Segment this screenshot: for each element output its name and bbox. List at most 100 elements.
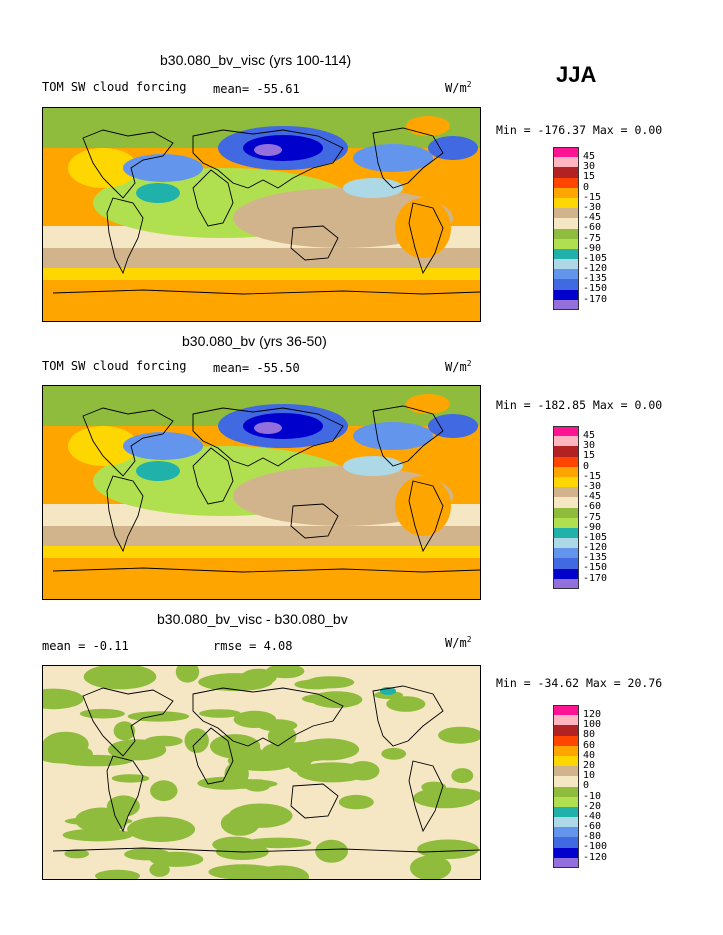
colorbar-swatch (553, 776, 579, 787)
panel-2-map (42, 385, 481, 600)
panel-2-colorbar (553, 426, 579, 589)
colorbar-tick-label: 80 (583, 729, 596, 741)
colorbar-swatch (553, 197, 579, 209)
colorbar-tick-label: 10 (583, 770, 596, 782)
colorbar-tick-label: -135 (583, 552, 608, 564)
colorbar-tick-label: 20 (583, 759, 596, 771)
panel-2-mean-label: mean= -55.50 (213, 361, 300, 375)
colorbar-swatch (553, 755, 579, 767)
colorbar-tick-label: 0 (583, 181, 590, 193)
panel-3-colorbar-labels: 120 100 80 60 40 20 10 0 -10 -20 -40 -60 -80 -100 -120 (583, 709, 608, 863)
colorbar-swatch (553, 476, 579, 488)
colorbar-tick-label: 15 (583, 171, 596, 183)
colorbar-tick-label: -60 (583, 821, 602, 833)
colorbar-tick-label: -170 (583, 572, 608, 584)
colorbar-swatch (553, 725, 579, 736)
panel-1-title: b30.080_bv_visc (yrs 100-114) (160, 52, 352, 68)
colorbar-tick-label: -60 (583, 222, 602, 234)
colorbar-tick-label: -100 (583, 841, 608, 853)
colorbar-tick-label: 15 (583, 450, 596, 462)
panel-2-title: b30.080_bv (yrs 36-50) (182, 333, 327, 349)
colorbar-swatch (553, 548, 579, 559)
colorbar-swatch (553, 715, 579, 726)
panel-2-colorbar-labels: 45 30 15 0 -15 -30 -45 -60 -75 -90 -105 -120 -135 -15… (583, 430, 608, 584)
panel-1-colorbar-labels: 45 30 15 0 -15 -30 -45 -60 -75 -90 -105 -120 -135 -15… (583, 151, 608, 305)
colorbar-swatch (553, 578, 579, 589)
panel-2-units: W/m2 (445, 359, 472, 374)
panel-2-minmax: Min = -182.85 Max = 0.00 (496, 398, 663, 412)
colorbar-swatch (553, 487, 579, 498)
colorbar-tick-label: 45 (583, 430, 596, 441)
colorbar-tick-label: 45 (583, 151, 596, 162)
colorbar-swatch (553, 817, 579, 828)
colorbar-tick-label: 40 (583, 749, 596, 761)
colorbar-swatch (553, 208, 579, 219)
colorbar-swatch (553, 147, 579, 158)
panel-3-mean-label: mean = -0.11 (42, 639, 129, 653)
colorbar-tick-label: -15 (583, 191, 602, 203)
colorbar-swatch (553, 157, 579, 168)
colorbar-tick-label: 100 (583, 719, 602, 731)
colorbar-swatch (553, 436, 579, 447)
colorbar-swatch (553, 269, 579, 280)
colorbar-tick-label: 0 (583, 780, 590, 792)
colorbar-swatch (553, 847, 579, 858)
season-label: JJA (556, 62, 597, 87)
colorbar-tick-label: -120 (583, 851, 608, 863)
colorbar-swatch (553, 248, 579, 260)
colorbar-tick-label: 30 (583, 161, 596, 173)
colorbar-tick-label: -45 (583, 212, 602, 224)
colorbar-swatch (553, 507, 579, 518)
colorbar-swatch (553, 568, 579, 579)
colorbar-tick-label: -170 (583, 293, 608, 305)
panel-3-units: W/m2 (445, 635, 472, 650)
colorbar-swatch (553, 786, 579, 797)
colorbar-tick-label: -75 (583, 232, 602, 244)
colorbar-tick-label: -120 (583, 263, 608, 275)
colorbar-tick-label: -120 (583, 542, 608, 554)
colorbar-tick-label: -90 (583, 242, 602, 254)
colorbar-swatch (553, 177, 579, 188)
colorbar-tick-label: 0 (583, 460, 590, 472)
colorbar-tick-label: -75 (583, 511, 602, 523)
colorbar-swatch (553, 745, 579, 756)
colorbar-tick-label: -30 (583, 201, 602, 213)
colorbar-swatch (553, 238, 579, 249)
colorbar-swatch (553, 766, 579, 777)
colorbar-tick-label: -15 (583, 470, 602, 482)
colorbar-swatch (553, 827, 579, 838)
colorbar-tick-label: -135 (583, 273, 608, 285)
panel-1-colorbar (553, 147, 579, 310)
colorbar-swatch (553, 466, 579, 477)
colorbar-tick-label: -105 (583, 531, 608, 543)
colorbar-swatch (553, 446, 579, 457)
colorbar-swatch (553, 187, 579, 198)
colorbar-tick-label: -30 (583, 480, 602, 492)
panel-3-title: b30.080_bv_visc - b30.080_bv (157, 611, 348, 627)
colorbar-swatch (553, 837, 579, 848)
colorbar-tick-label: 60 (583, 739, 596, 751)
panel-1-minmax: Min = -176.37 Max = 0.00 (496, 123, 663, 137)
colorbar-swatch (553, 517, 579, 528)
colorbar-tick-label: -150 (583, 562, 608, 574)
panel-1-field-label: TOM SW cloud forcing (42, 80, 187, 94)
colorbar-swatch (553, 558, 579, 569)
panel-1-map (42, 107, 481, 322)
colorbar-swatch (553, 228, 579, 239)
colorbar-swatch (553, 279, 579, 290)
colorbar-swatch (553, 426, 579, 437)
colorbar-swatch (553, 796, 579, 807)
colorbar-tick-label: -90 (583, 521, 602, 533)
colorbar-swatch (553, 497, 579, 508)
colorbar-swatch (553, 259, 579, 270)
colorbar-tick-label: -80 (583, 831, 602, 843)
panel-2-field-label: TOM SW cloud forcing (42, 359, 187, 373)
colorbar-swatch (553, 299, 579, 310)
colorbar-swatch (553, 289, 579, 300)
colorbar-tick-label: 120 (583, 709, 602, 720)
colorbar-tick-label: 30 (583, 440, 596, 452)
colorbar-tick-label: -40 (583, 810, 602, 822)
colorbar-swatch (553, 456, 579, 467)
colorbar-tick-label: -20 (583, 800, 602, 812)
panel-1-mean-label: mean= -55.61 (213, 82, 300, 96)
